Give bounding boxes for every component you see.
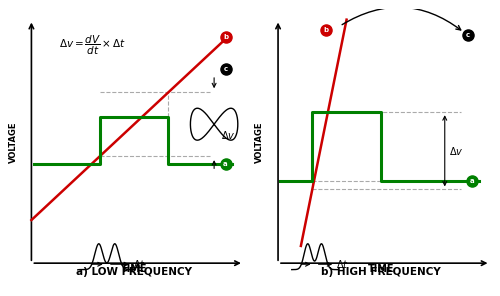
Text: b: b bbox=[223, 34, 228, 40]
Text: $\Delta v = \dfrac{dV}{dt} \times \Delta t$: $\Delta v = \dfrac{dV}{dt} \times \Delta… bbox=[60, 34, 126, 57]
Text: c: c bbox=[466, 32, 469, 38]
Text: $\Delta t$: $\Delta t$ bbox=[133, 258, 146, 270]
Text: $\Delta v$: $\Delta v$ bbox=[450, 145, 464, 157]
Text: $\Delta v$: $\Delta v$ bbox=[221, 129, 236, 141]
Text: a: a bbox=[223, 161, 228, 167]
Text: VOLTAGE: VOLTAGE bbox=[256, 122, 264, 163]
Text: TIME: TIME bbox=[368, 264, 394, 274]
Text: VOLTAGE: VOLTAGE bbox=[8, 122, 18, 163]
Text: b: b bbox=[324, 28, 328, 33]
Text: $\Delta t$: $\Delta t$ bbox=[336, 258, 349, 270]
Text: a) LOW FREQUENCY: a) LOW FREQUENCY bbox=[76, 267, 192, 277]
Text: TIME: TIME bbox=[121, 264, 148, 274]
Text: a: a bbox=[470, 178, 474, 184]
FancyArrowPatch shape bbox=[342, 7, 460, 30]
Text: c: c bbox=[224, 65, 228, 72]
Text: b) HIGH FREQUENCY: b) HIGH FREQUENCY bbox=[321, 267, 440, 277]
